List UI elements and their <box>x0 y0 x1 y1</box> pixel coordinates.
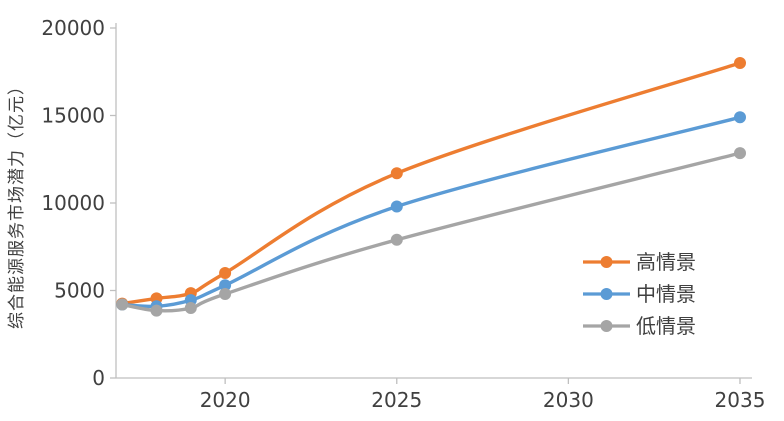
x-tick-label: 2025 <box>371 388 422 412</box>
series-marker-1 <box>219 279 232 292</box>
series-marker-0 <box>219 267 232 279</box>
series-marker-2 <box>734 147 746 160</box>
y-tick-label: 20000 <box>41 16 105 40</box>
y-tick-label: 0 <box>92 366 105 390</box>
series-marker-2 <box>184 302 197 314</box>
series-marker-2 <box>116 298 129 311</box>
y-tick-label: 10000 <box>41 191 105 215</box>
legend-marker <box>600 288 613 300</box>
y-tick-label: 5000 <box>54 279 105 303</box>
legend-item-2: 低情景 <box>583 314 696 338</box>
legend-item-1: 中情景 <box>583 282 696 306</box>
x-tick-label: 2030 <box>543 388 594 412</box>
series-marker-2 <box>150 304 163 317</box>
series-marker-2 <box>219 288 232 300</box>
series-marker-1 <box>734 111 746 124</box>
x-tick-label: 2020 <box>200 388 251 412</box>
legend-item-0: 高情景 <box>583 250 696 274</box>
y-axis-label: 综合能源服务市场潜力（亿元） <box>7 77 27 329</box>
series-marker-0 <box>734 57 746 69</box>
x-tick-label: 2035 <box>715 388 766 412</box>
series-marker-0 <box>390 167 403 180</box>
legend-marker <box>600 320 613 332</box>
legend-label: 低情景 <box>636 314 696 338</box>
y-tick-label: 15000 <box>41 104 105 128</box>
legend-marker <box>600 256 613 268</box>
legend-label: 中情景 <box>636 282 696 306</box>
series-marker-2 <box>390 233 403 246</box>
legend-label: 高情景 <box>636 250 696 274</box>
series-marker-1 <box>390 200 403 213</box>
